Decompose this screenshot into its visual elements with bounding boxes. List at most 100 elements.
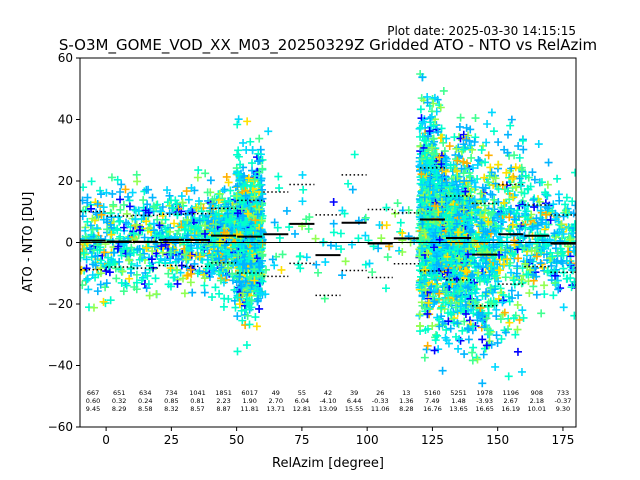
data-point bbox=[439, 86, 448, 95]
data-point bbox=[200, 288, 209, 297]
data-point bbox=[173, 279, 182, 288]
data-point bbox=[506, 121, 515, 130]
data-point bbox=[113, 175, 122, 184]
data-point bbox=[254, 149, 263, 158]
bin-mean-label: 1.90 bbox=[242, 397, 256, 405]
data-point bbox=[152, 249, 161, 258]
data-point bbox=[148, 193, 157, 202]
data-point bbox=[571, 168, 576, 177]
data-point bbox=[239, 245, 248, 254]
x-tick-label: 50 bbox=[229, 433, 244, 447]
data-point bbox=[126, 268, 135, 277]
data-point bbox=[278, 250, 287, 259]
data-point bbox=[161, 240, 170, 249]
data-point bbox=[107, 213, 116, 222]
data-point bbox=[456, 113, 465, 122]
data-point bbox=[507, 115, 516, 124]
data-point bbox=[96, 256, 105, 265]
data-point bbox=[244, 174, 253, 183]
data-point bbox=[223, 260, 232, 269]
data-point bbox=[243, 284, 252, 293]
x-tick-label: 125 bbox=[421, 433, 444, 447]
bin-mean-label: 0.81 bbox=[190, 397, 204, 405]
data-point bbox=[144, 185, 153, 194]
bin-count-label: 634 bbox=[139, 389, 151, 397]
data-point bbox=[255, 156, 264, 165]
data-point bbox=[112, 274, 121, 283]
data-point bbox=[144, 208, 153, 217]
data-point bbox=[178, 198, 187, 207]
x-tick-label: 100 bbox=[356, 433, 379, 447]
data-point bbox=[299, 185, 308, 194]
data-point bbox=[236, 206, 245, 215]
data-point bbox=[190, 259, 199, 268]
y-tick-label: −20 bbox=[48, 297, 73, 311]
data-point bbox=[382, 221, 391, 230]
data-point bbox=[119, 245, 128, 254]
data-point bbox=[304, 224, 313, 233]
data-point bbox=[132, 270, 141, 279]
data-point bbox=[241, 218, 250, 227]
bin-count-label: 908 bbox=[531, 389, 543, 397]
bin-count-label: 5160 bbox=[424, 389, 441, 397]
y-tick-label: 0 bbox=[65, 236, 73, 250]
data-point bbox=[136, 250, 145, 259]
bin-std-label: 16.65 bbox=[475, 405, 494, 413]
data-point bbox=[340, 209, 349, 218]
data-point bbox=[134, 206, 143, 215]
bin-count-label: 1196 bbox=[502, 389, 519, 397]
data-point bbox=[248, 146, 257, 155]
data-point bbox=[513, 300, 522, 309]
data-point bbox=[257, 276, 266, 285]
y-tick-label: −40 bbox=[48, 359, 73, 373]
data-point bbox=[201, 169, 210, 178]
data-point bbox=[194, 166, 203, 175]
data-point bbox=[329, 219, 338, 228]
data-point bbox=[220, 185, 229, 194]
data-point bbox=[311, 234, 320, 243]
data-point bbox=[184, 195, 193, 204]
x-tick-label: 150 bbox=[486, 433, 509, 447]
data-point bbox=[215, 289, 224, 298]
data-point bbox=[97, 263, 106, 272]
bin-std-label: 9.45 bbox=[86, 405, 100, 413]
data-point bbox=[393, 199, 402, 208]
data-point bbox=[232, 192, 241, 201]
bin-mean-label: 2.18 bbox=[530, 397, 544, 405]
data-point bbox=[285, 223, 294, 232]
data-point bbox=[122, 281, 131, 290]
data-point bbox=[236, 223, 245, 232]
bin-mean-label: 1.48 bbox=[451, 397, 465, 405]
data-point bbox=[142, 217, 151, 226]
data-point bbox=[83, 274, 92, 283]
data-point bbox=[166, 264, 175, 273]
data-point bbox=[517, 367, 526, 376]
data-point bbox=[282, 206, 291, 215]
data-point bbox=[504, 372, 513, 381]
data-point bbox=[416, 272, 425, 281]
data-point bbox=[486, 163, 495, 172]
bin-std-label: 13.65 bbox=[449, 405, 468, 413]
data-point bbox=[241, 226, 250, 235]
data-point bbox=[329, 228, 338, 237]
data-point bbox=[270, 218, 279, 227]
data-point bbox=[109, 248, 118, 257]
data-point bbox=[415, 310, 424, 319]
data-point bbox=[170, 219, 179, 228]
data-point bbox=[396, 218, 405, 227]
data-point bbox=[529, 195, 538, 204]
data-point bbox=[149, 226, 158, 235]
data-point bbox=[87, 177, 96, 186]
data-point bbox=[254, 294, 262, 303]
bin-std-label: 10.01 bbox=[528, 405, 547, 413]
data-point bbox=[173, 265, 182, 274]
data-point bbox=[469, 343, 478, 352]
bin-std-label: 15.55 bbox=[345, 405, 364, 413]
data-point bbox=[296, 252, 305, 261]
data-point bbox=[102, 267, 111, 276]
data-point bbox=[222, 271, 231, 280]
data-point bbox=[144, 280, 153, 289]
data-point bbox=[195, 252, 204, 261]
data-point bbox=[248, 159, 257, 168]
